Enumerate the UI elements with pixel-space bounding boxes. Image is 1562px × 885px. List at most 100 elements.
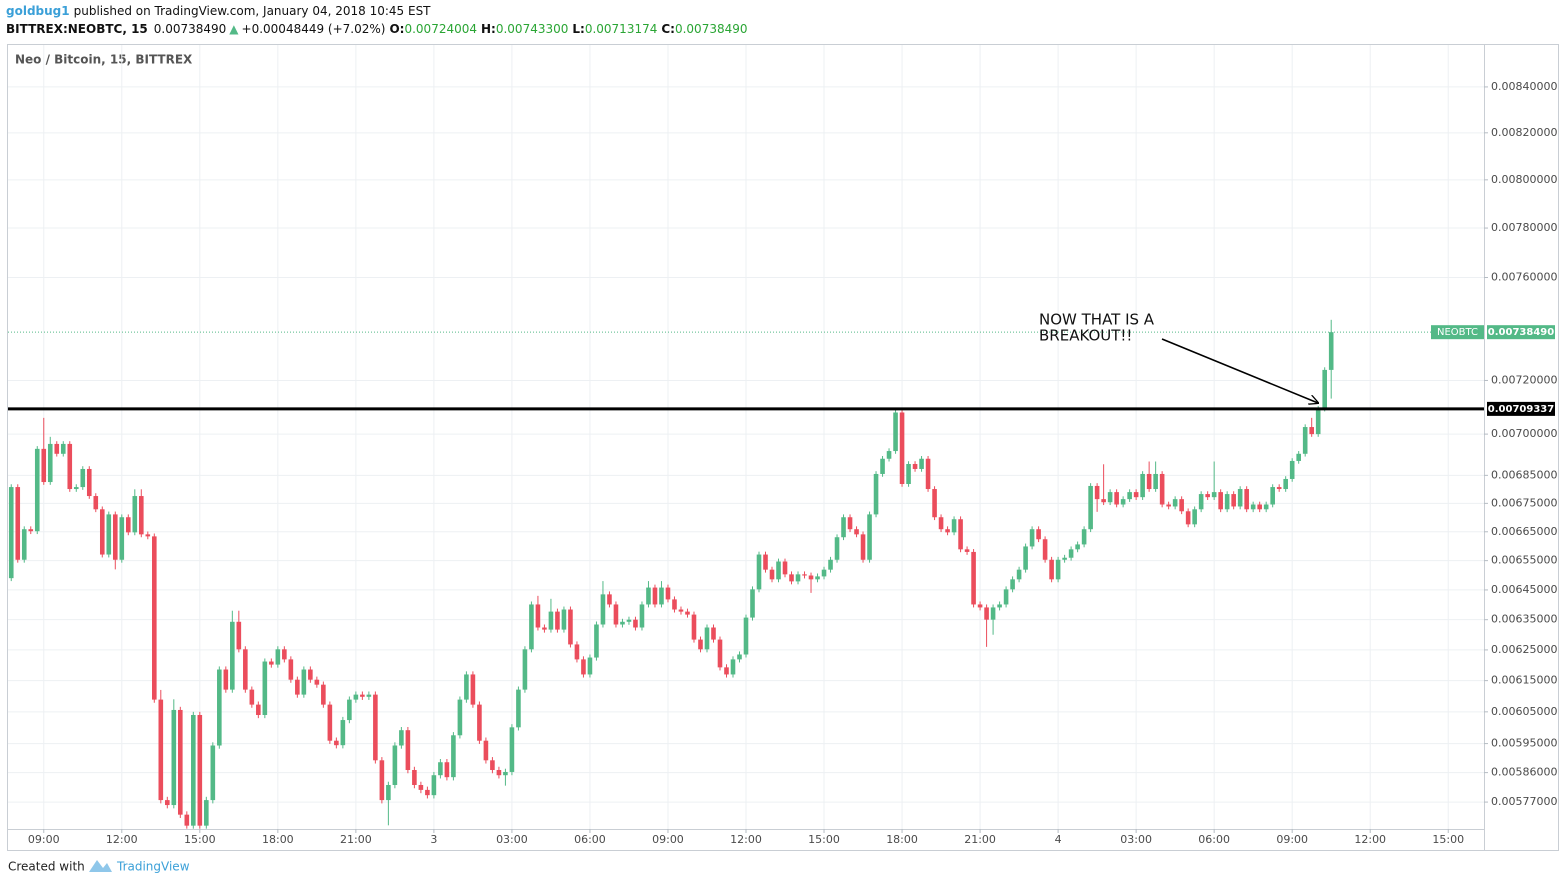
candle-body	[776, 561, 781, 580]
x-tick-label: 15:00	[808, 833, 840, 846]
candle-body	[717, 639, 723, 668]
candle-body	[334, 740, 339, 746]
candle-body	[763, 554, 768, 570]
candle-body	[789, 574, 794, 582]
candle-body	[1023, 546, 1028, 570]
y-tick-label: 0.00586000	[1491, 766, 1557, 779]
candle-body	[132, 496, 138, 533]
y-tick-label: 0.00820000	[1491, 126, 1557, 139]
candle-body	[1211, 492, 1217, 498]
candle-body	[971, 551, 976, 605]
candle-body	[1153, 473, 1158, 490]
symbol-tag	[1431, 325, 1484, 340]
candle-body	[808, 575, 814, 580]
candle-body	[574, 644, 580, 660]
candle-body	[171, 709, 177, 806]
x-tick-label: 18:00	[886, 833, 918, 846]
candle-body	[314, 679, 320, 685]
candle-body	[379, 760, 385, 801]
candle-body	[880, 458, 885, 474]
candle-body	[106, 514, 112, 555]
x-tick-label: 09:00	[28, 833, 60, 846]
up-arrow: ▲	[229, 22, 239, 36]
candle-body	[1016, 569, 1022, 580]
candle-body	[509, 727, 515, 772]
ohlc-value: 0.00724004	[404, 22, 477, 36]
candle-body	[1101, 499, 1106, 503]
candle-body	[301, 669, 307, 695]
candle-body	[997, 604, 1002, 608]
candle-body	[262, 661, 268, 715]
symbol: BITTREX:NEOBTC, 15	[6, 22, 148, 36]
candle-body	[288, 659, 294, 680]
candle-body	[230, 621, 235, 690]
candle-body	[1205, 494, 1210, 498]
candle-body	[1146, 473, 1152, 490]
candle-body	[984, 607, 989, 620]
candle-body	[678, 609, 684, 612]
brand-logo	[89, 860, 112, 872]
candle-body	[483, 740, 489, 761]
candle-body	[366, 694, 372, 697]
candle-body	[906, 463, 911, 484]
candle-body	[340, 720, 346, 746]
candle-body	[1075, 544, 1080, 550]
candle-body	[178, 709, 183, 815]
candle-body	[15, 487, 21, 560]
candle-body	[659, 587, 664, 605]
candle-body	[119, 517, 125, 560]
candle-body	[1081, 529, 1087, 545]
candle-body	[542, 627, 547, 630]
x-tick-label: 12:00	[106, 833, 138, 846]
candle-body	[151, 536, 157, 700]
x-tick-label: 09:00	[1276, 833, 1308, 846]
candle-body	[321, 684, 326, 705]
x-tick-label: 12:00	[1354, 833, 1386, 846]
candle-body	[1322, 369, 1327, 409]
candle-body	[1257, 504, 1262, 510]
y-tick-label: 0.00720000	[1491, 373, 1557, 386]
footer-brand[interactable]: TradingView	[116, 860, 190, 874]
candle-body	[711, 627, 716, 640]
candle-body	[399, 730, 404, 746]
candle-body	[386, 784, 391, 801]
x-tick-label: 03:00	[496, 833, 528, 846]
candle-body	[1328, 332, 1334, 370]
candle-body	[815, 576, 820, 580]
candle-body	[555, 611, 560, 630]
candle-body	[951, 519, 957, 533]
x-tick-label: 21:00	[964, 833, 996, 846]
candle-body	[86, 468, 92, 497]
candle-body	[867, 514, 872, 560]
candle-body	[444, 762, 450, 778]
x-tick-label: 3	[430, 833, 437, 846]
candle-body	[197, 714, 203, 826]
candle-body	[1166, 504, 1171, 507]
y-tick-label: 0.00635000	[1491, 613, 1557, 626]
last-value: 0.00738490	[154, 22, 227, 36]
candle-body	[945, 529, 950, 533]
y-tick-label: 0.00645000	[1491, 583, 1557, 596]
price-tag-label: 0.00738490	[1488, 327, 1554, 338]
price-tag	[1487, 325, 1555, 340]
candle-body	[1029, 529, 1035, 547]
x-tick-label: 4	[1055, 833, 1062, 846]
candle-body	[112, 514, 118, 560]
ohlc-label: L:	[572, 22, 584, 36]
candle-body	[412, 770, 417, 785]
x-tick-label: 06:00	[574, 833, 606, 846]
x-tick-label: 09:00	[652, 833, 684, 846]
candle-body	[1140, 473, 1145, 498]
candle-body	[1185, 511, 1191, 525]
candle-body	[1283, 478, 1288, 490]
candle-body	[613, 604, 619, 625]
candle-body	[275, 649, 281, 665]
candle-body	[1062, 557, 1067, 560]
candle-body	[964, 549, 970, 552]
y-tick-label: 0.00615000	[1491, 674, 1557, 687]
candle-body	[1192, 509, 1197, 525]
candle-body	[912, 463, 918, 469]
candle-body	[308, 669, 313, 680]
candle-body	[1010, 579, 1015, 590]
candle-body	[607, 594, 612, 605]
